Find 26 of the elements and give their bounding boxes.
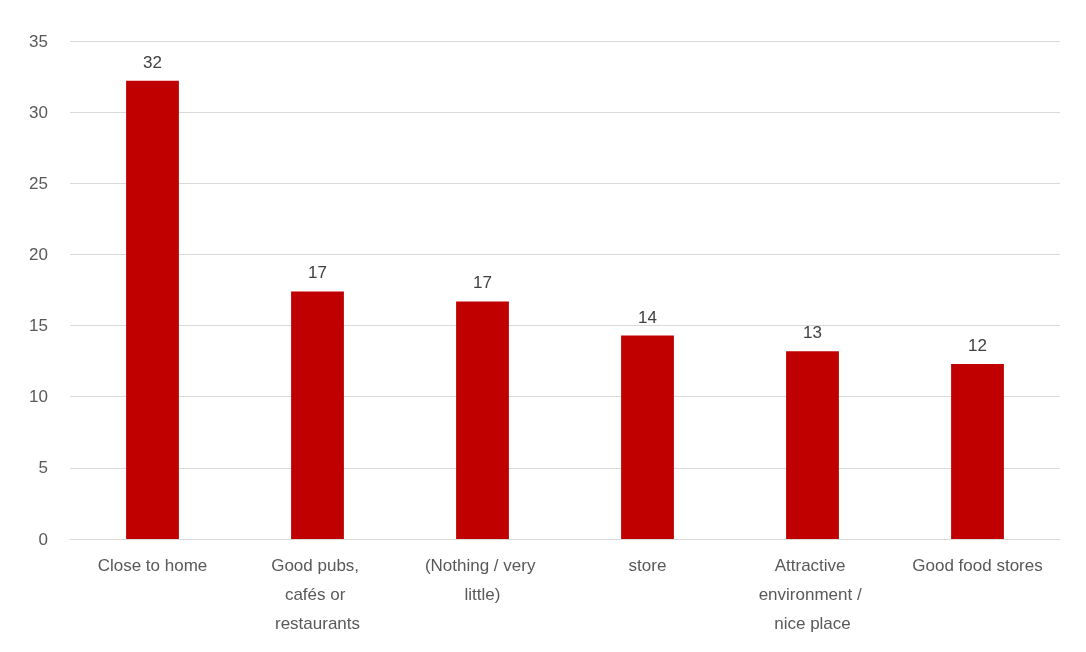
bar (291, 291, 344, 539)
bar (126, 80, 179, 539)
y-tick-label: 30 (29, 102, 48, 122)
x-tick-label: Good pubs, cafés or restaurants (271, 556, 364, 633)
data-label: 32 (143, 52, 162, 72)
x-tick-label: Attractive environment / nice place (758, 556, 867, 633)
y-tick-label: 0 (38, 529, 48, 549)
x-tick-label: store (628, 556, 667, 575)
bar (951, 363, 1004, 539)
x-tick-label: Close to home (97, 556, 208, 575)
y-tick-label: 15 (29, 316, 48, 336)
x-tick-label: Good food stores (912, 556, 1043, 575)
y-tick-label: 5 (38, 458, 48, 478)
data-label: 12 (968, 335, 987, 355)
data-label: 14 (638, 307, 657, 327)
data-label: 13 (803, 323, 822, 343)
y-tick-label: 35 (29, 31, 48, 51)
bar (621, 335, 674, 539)
x-tick-label: (Nothing / very little) (424, 556, 541, 604)
data-label: 17 (473, 273, 492, 293)
y-tick-label: 25 (29, 173, 48, 193)
y-tick-label: 10 (29, 387, 48, 407)
y-tick-label: 20 (29, 244, 48, 264)
bar (786, 351, 839, 539)
data-label: 17 (308, 263, 327, 283)
bar (456, 301, 509, 539)
